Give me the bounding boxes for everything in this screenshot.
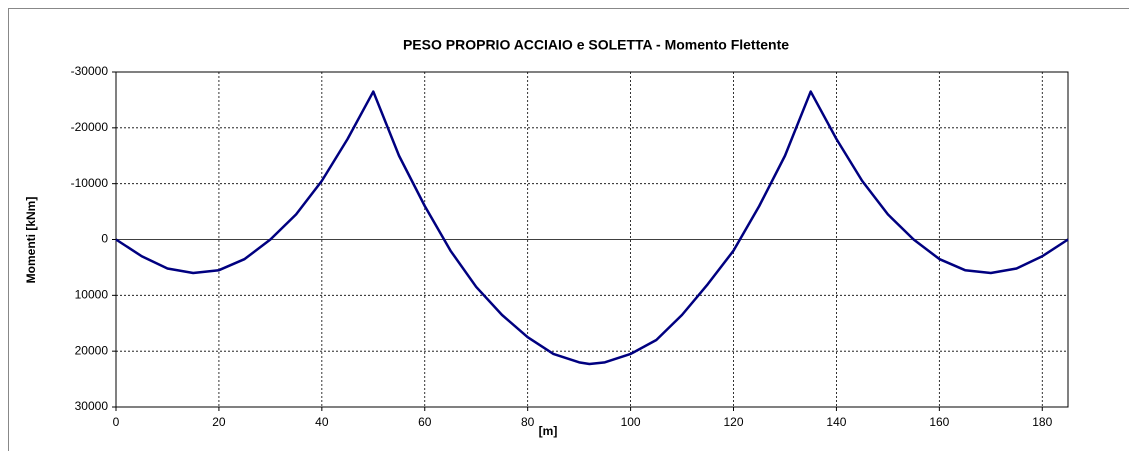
- y-axis-label: Momenti [kNm]: [24, 197, 38, 284]
- x-tick-label: 100: [621, 415, 641, 429]
- x-tick-label: 120: [723, 415, 743, 429]
- y-tick-label: 10000: [75, 288, 109, 302]
- x-axis-label: [m]: [539, 424, 558, 438]
- x-tick-label: 160: [929, 415, 949, 429]
- y-tick-label: 20000: [75, 343, 109, 357]
- x-tick-label: 20: [212, 415, 226, 429]
- chart-border: [9, 9, 1129, 452]
- y-tick-label: -10000: [71, 176, 109, 190]
- y-tick-label: 0: [101, 232, 108, 246]
- y-tick-label: -30000: [71, 64, 109, 78]
- x-tick-label: 0: [113, 415, 120, 429]
- x-tick-label: 140: [826, 415, 846, 429]
- data-line: [116, 92, 1068, 364]
- x-tick-label: 60: [418, 415, 432, 429]
- x-tick-label: 80: [521, 415, 535, 429]
- x-tick-label: 40: [315, 415, 329, 429]
- y-tick-label: 30000: [75, 399, 109, 413]
- x-tick-label: 180: [1032, 415, 1052, 429]
- chart-title: PESO PROPRIO ACCIAIO e SOLETTA - Momento…: [403, 37, 789, 53]
- y-tick-label: -20000: [71, 120, 109, 134]
